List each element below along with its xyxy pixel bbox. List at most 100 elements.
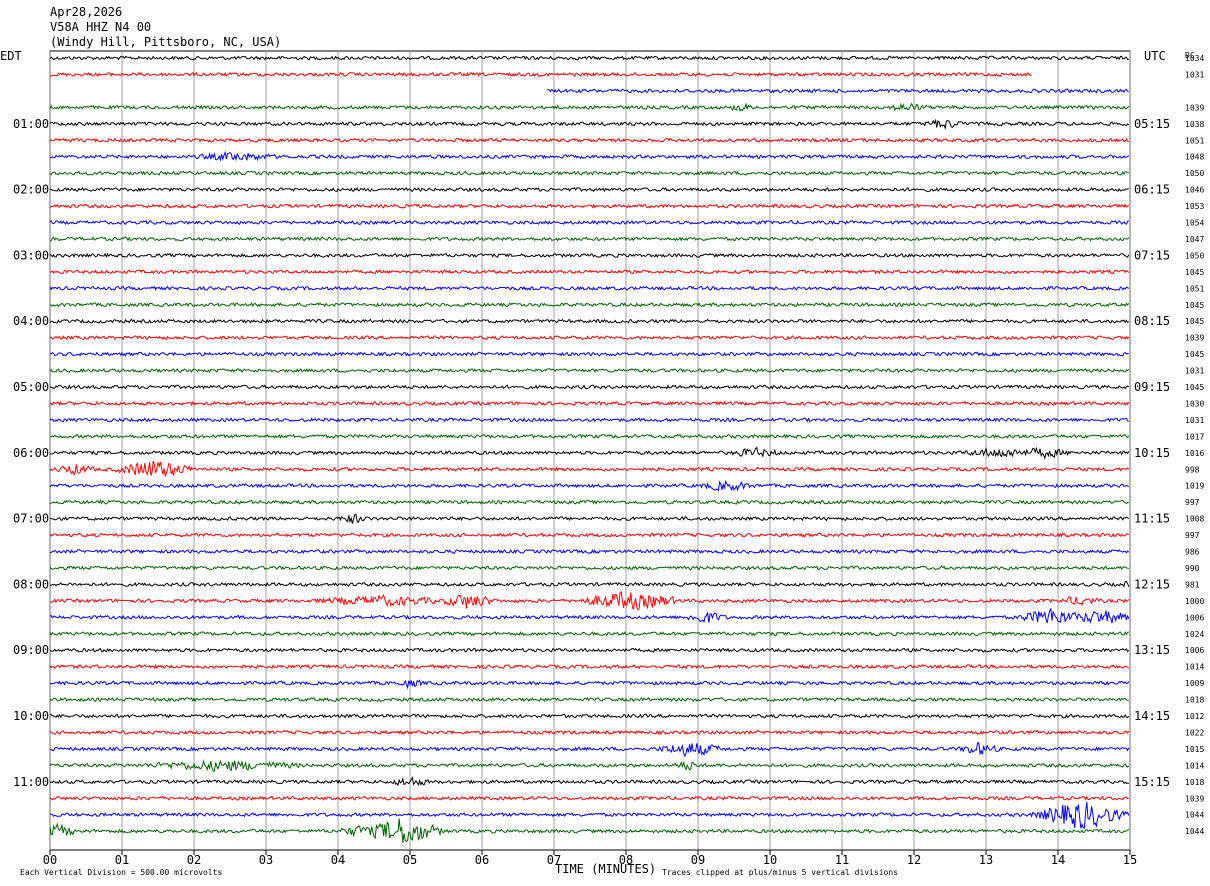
trace-row — [49, 318, 1130, 324]
trace-row — [49, 664, 1130, 670]
utc-time-label: 15:15 — [1134, 775, 1170, 789]
trace-row — [49, 679, 1130, 690]
dc-offset-label: 1031 — [1185, 416, 1204, 425]
trace-row — [49, 187, 1129, 193]
dc-offset-label: 1051 — [1185, 136, 1204, 145]
dc-offset-label: 981 — [1185, 580, 1200, 589]
x-tick-label: 00 — [43, 853, 57, 867]
dc-offset-header: DC — [1185, 51, 1195, 60]
trace-row — [49, 219, 1130, 226]
x-tick-label: 12 — [907, 853, 921, 867]
trace-row — [49, 608, 1130, 624]
trace-row — [49, 631, 1129, 637]
dc-offset-label: 1045 — [1185, 383, 1204, 392]
x-tick-label: 02 — [187, 853, 201, 867]
trace-row — [49, 285, 1130, 291]
edt-time-label: 09:00 — [13, 643, 49, 657]
trace-row — [49, 269, 1130, 275]
dc-offset-label: 1039 — [1185, 794, 1204, 803]
dc-offset-label: 1031 — [1185, 70, 1204, 79]
trace-row — [49, 351, 1129, 357]
trace-row — [49, 400, 1130, 407]
x-tick-label: 06 — [475, 853, 489, 867]
dc-offset-label: 1045 — [1185, 268, 1204, 277]
trace-row — [49, 118, 1130, 130]
trace-row — [49, 729, 1130, 735]
trace-row — [49, 335, 1130, 341]
trace-row — [49, 446, 1130, 460]
dc-offset-label: 1051 — [1185, 284, 1204, 293]
dc-offset-label: 1039 — [1185, 103, 1204, 112]
dc-offset-label: 1044 — [1185, 811, 1204, 820]
utc-time-label: 05:15 — [1134, 117, 1170, 131]
utc-time-label: 13:15 — [1134, 643, 1170, 657]
dc-offset-label: 1014 — [1185, 663, 1204, 672]
trace-row — [49, 384, 1130, 390]
edt-time-label: 07:00 — [13, 512, 49, 526]
trace-row — [49, 461, 1130, 478]
dc-offset-label: 1047 — [1185, 235, 1204, 244]
dc-offset-label: 997 — [1185, 498, 1200, 507]
trace-row — [49, 565, 1129, 571]
trace-row — [49, 417, 1130, 423]
trace-row — [49, 795, 1129, 801]
edt-time-label: 04:00 — [13, 314, 49, 328]
utc-time-label: 14:15 — [1134, 709, 1170, 723]
dc-offset-label: 1044 — [1185, 827, 1204, 836]
dc-offset-label: 1024 — [1185, 630, 1204, 639]
trace-row — [49, 513, 1130, 524]
dc-offset-label: 1009 — [1185, 679, 1204, 688]
dc-offset-label: 1045 — [1185, 317, 1204, 326]
x-tick-label: 09 — [691, 853, 705, 867]
dc-offset-label: 1006 — [1185, 613, 1204, 622]
x-tick-label: 03 — [259, 853, 273, 867]
trace-row — [49, 713, 1130, 719]
dc-offset-label: 1006 — [1185, 646, 1204, 655]
dc-offset-label: 1000 — [1185, 597, 1204, 606]
trace-row — [49, 759, 1130, 773]
edt-time-label: 08:00 — [13, 577, 49, 591]
edt-time-label: 02:00 — [13, 183, 49, 197]
trace-row — [49, 150, 1130, 162]
utc-time-label: 10:15 — [1134, 446, 1170, 460]
trace-row — [49, 479, 1129, 492]
x-tick-label: 07 — [547, 853, 561, 867]
dc-offset-label: 1008 — [1185, 515, 1204, 524]
x-tick-label: 13 — [979, 853, 993, 867]
trace-row — [49, 170, 1130, 176]
utc-time-label: 09:15 — [1134, 380, 1170, 394]
plot-date: Apr28,2026 — [50, 5, 123, 19]
edt-time-label: 06:00 — [13, 446, 49, 460]
utc-time-label: 12:15 — [1134, 577, 1170, 591]
plot-frame — [49, 50, 1131, 851]
scale-note: Each Vertical Division = 500.00 microvol… — [20, 868, 222, 877]
x-tick-label: 05 — [403, 853, 417, 867]
dc-offset-label: 1045 — [1185, 301, 1204, 310]
dc-offset-label: 1046 — [1185, 186, 1204, 195]
dc-offset-label: 1015 — [1185, 745, 1204, 754]
station-location: (Windy Hill, Pittsboro, NC, USA) — [50, 35, 282, 49]
dc-offset-label: 1038 — [1185, 120, 1204, 129]
trace-row — [49, 236, 1130, 242]
dc-offset-label: 1016 — [1185, 449, 1204, 458]
utc-time-label: 06:15 — [1134, 183, 1170, 197]
utc-time-label: 11:15 — [1134, 512, 1170, 526]
trace-row — [49, 801, 1130, 830]
trace-row — [49, 647, 1130, 653]
trace-row — [49, 368, 1130, 374]
trace-row — [49, 532, 1130, 538]
trace-row — [49, 55, 1129, 61]
x-tick-label: 15 — [1123, 853, 1137, 867]
trace-row — [49, 71, 1032, 78]
trace-row — [49, 742, 1130, 758]
dc-offset-label: 1053 — [1185, 202, 1204, 211]
x-tick-label: 04 — [331, 853, 345, 867]
trace-row — [49, 203, 1130, 209]
trace-row — [49, 499, 1129, 505]
utc-time-label: 08:15 — [1134, 314, 1170, 328]
trace-row — [49, 102, 1130, 112]
dc-offset-label: 1030 — [1185, 399, 1204, 408]
x-tick-label: 08 — [619, 853, 633, 867]
clip-note: Traces clipped at plus/minus 5 vertical … — [662, 868, 898, 877]
